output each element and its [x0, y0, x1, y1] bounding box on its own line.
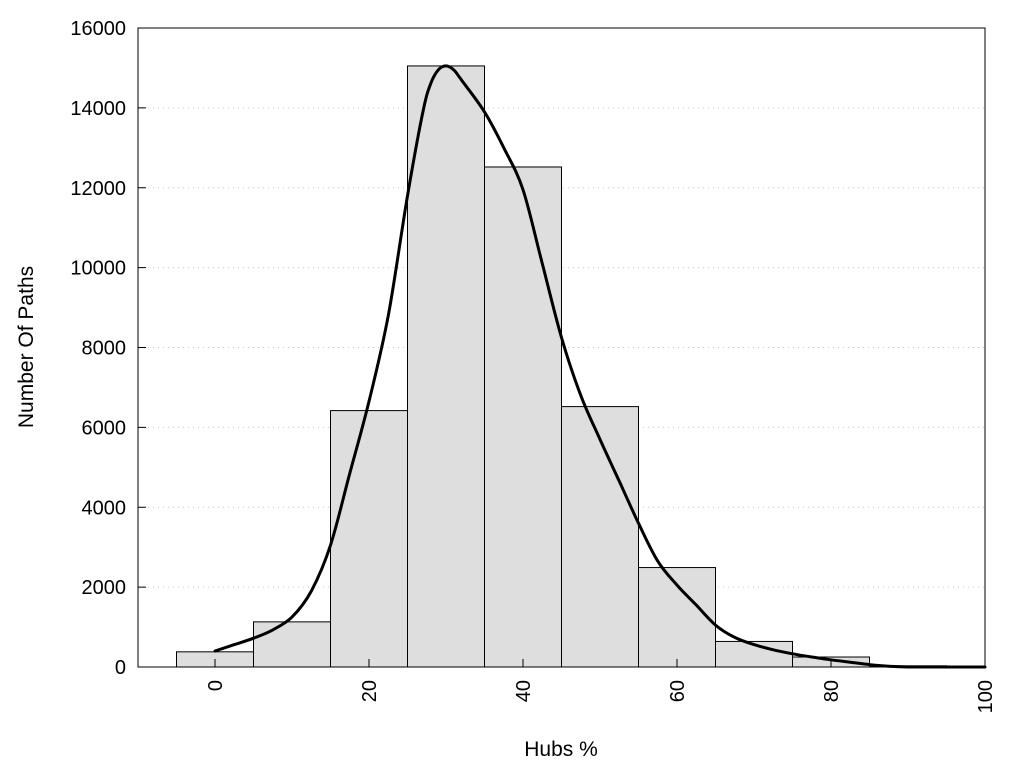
y-tick-label: 12000 — [70, 178, 126, 200]
y-tick-label: 8000 — [82, 338, 127, 360]
density-curve — [213, 64, 987, 669]
histogram-bar — [330, 410, 408, 668]
x-tick-label: 100 — [975, 680, 997, 713]
x-tick-label: 80 — [821, 680, 843, 702]
histogram-bars — [176, 65, 947, 668]
histogram-bar — [253, 621, 331, 668]
y-tick-label: 4000 — [82, 497, 127, 519]
grid-lines — [138, 107, 985, 588]
density-curve-layer — [213, 64, 987, 669]
x-axis-title: Hubs % — [524, 738, 598, 761]
x-axis-ticks: 0 20 40 60 80 100 — [205, 659, 997, 713]
histogram-bar — [484, 166, 562, 668]
y-tick-label: 6000 — [82, 417, 127, 439]
histogram-bar — [407, 65, 485, 668]
y-tick-label: 16000 — [70, 18, 126, 40]
y-tick-label: 14000 — [70, 98, 126, 120]
x-tick-label: 0 — [205, 680, 227, 691]
y-tick-label: 2000 — [82, 577, 127, 599]
y-axis-title: Number Of Paths — [15, 266, 38, 428]
histogram-bar — [638, 567, 716, 668]
y-tick-label: 10000 — [70, 258, 126, 280]
histogram-bar — [561, 406, 639, 668]
y-axis-ticks: 0 2000 4000 6000 8000 10000 12000 14000 16000 — [70, 18, 146, 679]
y-tick-label: 0 — [115, 657, 126, 679]
x-tick-label: 20 — [359, 680, 381, 702]
x-tick-label: 40 — [513, 680, 535, 702]
x-tick-label: 60 — [667, 680, 689, 702]
